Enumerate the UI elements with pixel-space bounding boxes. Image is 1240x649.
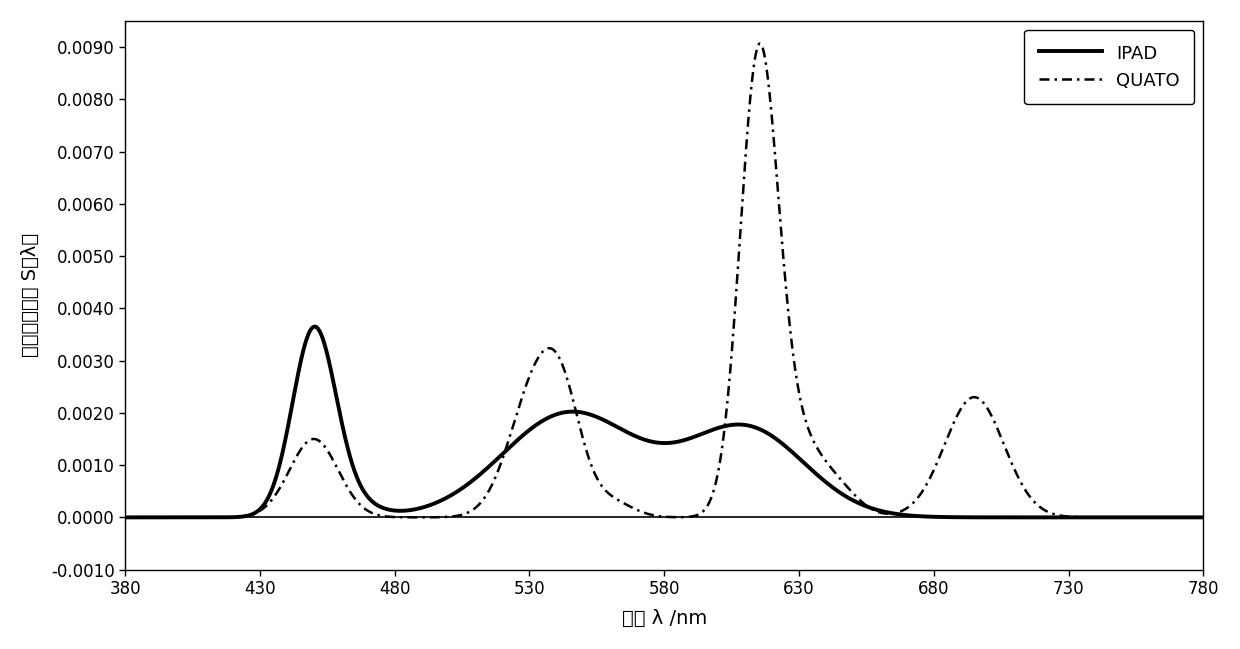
QUATO [1164, 513, 1179, 521]
QUATO [642, 510, 657, 518]
IPAD [642, 437, 657, 445]
QUATO [1195, 513, 1210, 521]
QUATO [172, 513, 187, 521]
Line: QUATO: QUATO [125, 43, 1203, 517]
IPAD [614, 425, 629, 433]
IPAD [1166, 513, 1180, 521]
IPAD [172, 513, 187, 521]
QUATO [753, 40, 768, 47]
X-axis label: 波长 λ /nm: 波长 λ /nm [621, 609, 707, 628]
QUATO [1166, 513, 1180, 521]
IPAD [967, 513, 982, 521]
QUATO [118, 513, 133, 521]
IPAD [118, 513, 133, 521]
QUATO [614, 498, 629, 506]
Line: IPAD: IPAD [125, 326, 1203, 517]
QUATO [967, 393, 982, 401]
Y-axis label: 光谱能量分布 S（λ）: 光谱能量分布 S（λ） [21, 233, 40, 358]
IPAD [308, 323, 322, 330]
IPAD [1195, 513, 1210, 521]
Legend: IPAD, QUATO: IPAD, QUATO [1024, 30, 1194, 104]
IPAD [1164, 513, 1179, 521]
